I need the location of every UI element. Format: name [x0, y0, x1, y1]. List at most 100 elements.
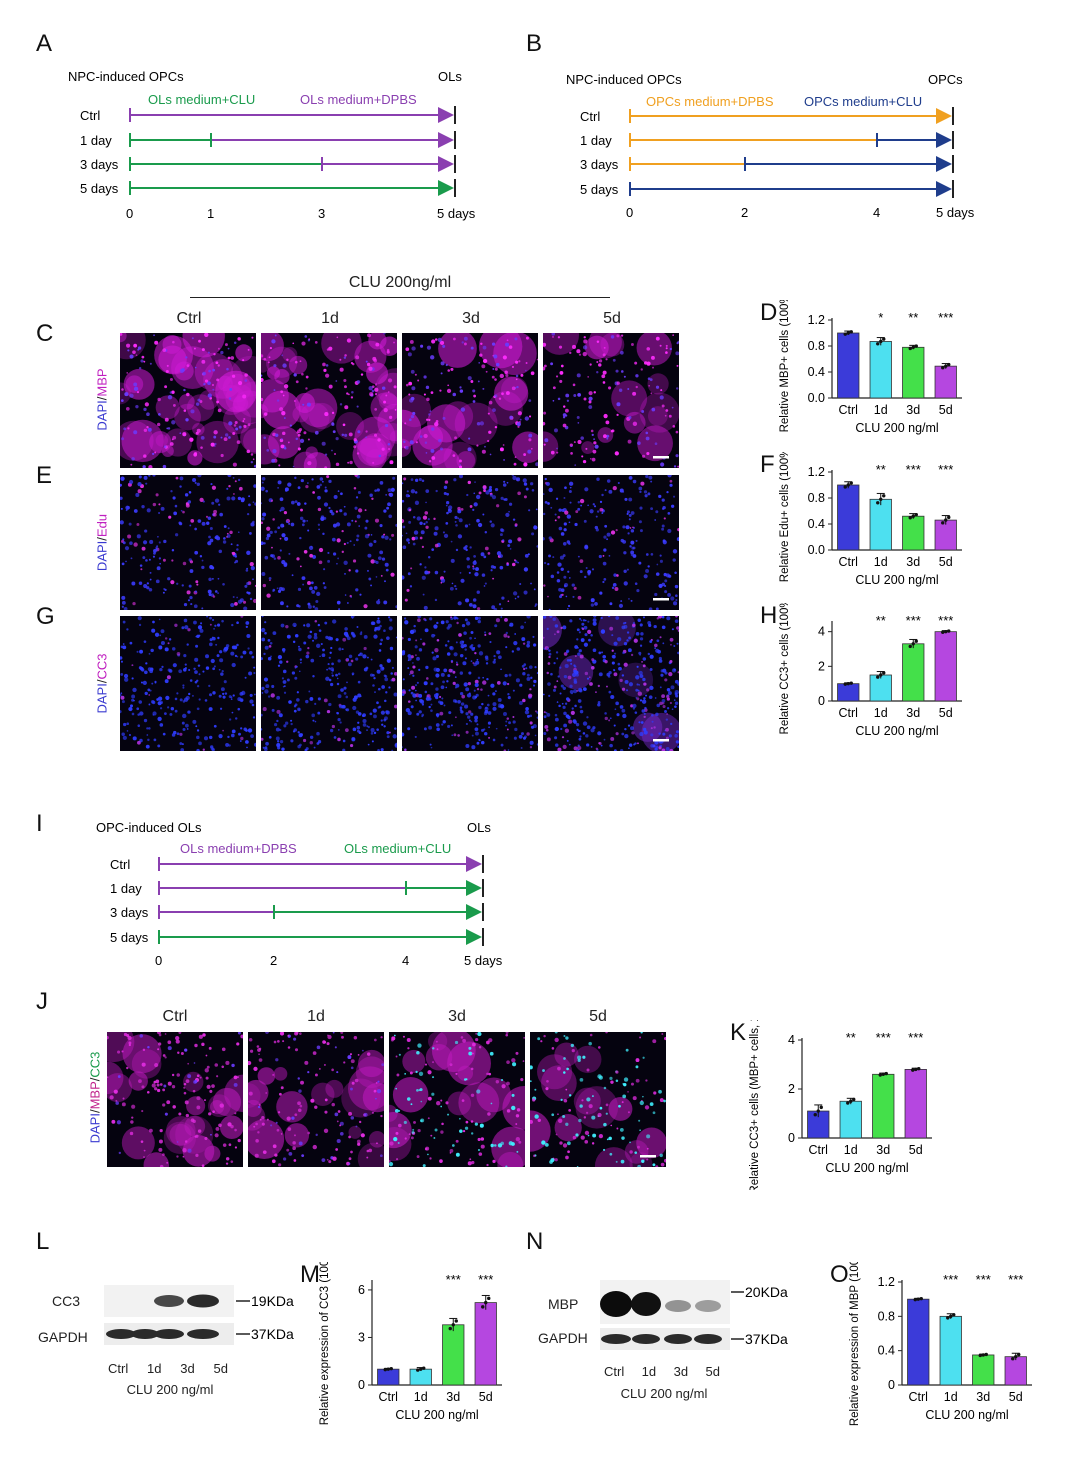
- bar-ctrl: [837, 332, 860, 399]
- bar-3d: [872, 1073, 895, 1139]
- panel-letter-e: E: [36, 462, 53, 489]
- data-point: [843, 485, 847, 489]
- j-column-header-3d: 3d: [448, 1008, 466, 1025]
- x-axis-label: CLU 200 ng/ml: [925, 1408, 1008, 1422]
- x-axis-label: CLU 200 ng/ml: [855, 573, 938, 587]
- blot-n-band-bottom-label: GAPDH: [538, 1330, 588, 1346]
- blot-n-lane: 5d: [705, 1364, 720, 1379]
- bar-1d: [869, 674, 892, 702]
- data-point: [419, 1367, 423, 1371]
- significance-mark: **: [876, 462, 886, 477]
- timeline-b-tick-5: 5 days: [936, 205, 975, 220]
- bar-chart-f: F Relative Edu+ cells (100%) 0.0 0.4 0.8 1.2 C…: [760, 452, 962, 587]
- micrograph-mbp-ctrl: [120, 333, 256, 468]
- blot-n-lane: 1d: [641, 1364, 657, 1379]
- y-tick-label: 0: [818, 694, 825, 708]
- data-point: [843, 682, 847, 686]
- timeline-a-row-5days: 5 days: [80, 181, 119, 196]
- data-point: [383, 1367, 387, 1372]
- micrograph-j-3d: [389, 1032, 525, 1167]
- micrograph-mbp-3d: [402, 333, 538, 468]
- bar-3d: [902, 643, 925, 702]
- y-tick-label: 0.8: [808, 339, 825, 353]
- y-tick-label: 0: [358, 1378, 365, 1392]
- timeline-i-row-ctrl: Ctrl: [110, 857, 130, 872]
- timeline-a-tick-0: 0: [126, 206, 133, 221]
- x-tick-label: 3d: [906, 555, 920, 569]
- panel-letter-o: O: [830, 1262, 849, 1288]
- blot-l-xlabel: CLU 200 ng/ml: [126, 1382, 214, 1397]
- data-point: [941, 366, 945, 370]
- bar-chart-o: O Relative expression of MBP (100%) 0 0.4 0.…: [830, 1262, 1032, 1426]
- data-point: [1011, 1357, 1015, 1361]
- data-point: [487, 1296, 491, 1301]
- data-point: [852, 1097, 856, 1102]
- data-point: [849, 330, 853, 334]
- x-tick-label: 5d: [909, 1143, 923, 1157]
- bar-ctrl: [837, 683, 860, 702]
- data-point: [947, 629, 951, 633]
- bar-chart-k: K Relative CC3+ cells (MBP+ cells, 100%) 0…: [730, 1020, 932, 1190]
- data-point: [849, 1099, 853, 1103]
- significance-mark: ***: [938, 310, 953, 325]
- data-point: [481, 1305, 485, 1309]
- data-point: [879, 497, 883, 501]
- bar-5d: [934, 631, 957, 702]
- timeline-i-row-5days: 5 days: [110, 930, 149, 945]
- bar-ctrl: [837, 484, 860, 551]
- data-point: [941, 630, 945, 634]
- data-point: [816, 1109, 820, 1113]
- panel-letter-i: I: [36, 810, 43, 837]
- y-tick-label: 0.0: [808, 391, 825, 405]
- data-point: [881, 1072, 885, 1076]
- significance-mark: ***: [943, 1272, 958, 1287]
- treatment-header-rule: [190, 297, 610, 298]
- data-point: [1014, 1354, 1018, 1359]
- micrograph-cc3-3d: [402, 616, 538, 751]
- bar-3d: [972, 1354, 995, 1386]
- micrograph-cc3-ctrl: [120, 616, 256, 751]
- bar-5d: [474, 1302, 497, 1386]
- timeline-i-start-label: OPC-induced OLs: [96, 820, 202, 835]
- timeline-a-end-label: OLs: [438, 69, 462, 84]
- data-point: [876, 342, 880, 346]
- blot-n-band-top-label: MBP: [548, 1296, 579, 1312]
- blot-l-lane: 5d: [213, 1361, 228, 1376]
- data-point: [849, 481, 853, 485]
- micrograph-cc3-5d: [543, 616, 679, 751]
- data-point: [451, 1323, 455, 1327]
- timeline-b-seg-label-1: OPCs medium+DPBS: [646, 94, 774, 109]
- data-point: [911, 514, 915, 518]
- data-point: [941, 521, 945, 525]
- timeline-a-row-3days: 3 days: [80, 157, 119, 172]
- bar-chart-m: M Relative expression of CC3 (100%) 0 3 6 Ctr…: [300, 1262, 502, 1425]
- timeline-b-row-1day: 1 day: [580, 133, 612, 148]
- j-column-header-ctrl: Ctrl: [162, 1008, 188, 1025]
- x-tick-label: Ctrl: [809, 1143, 828, 1157]
- timeline-i-tick-5: 5 days: [464, 953, 503, 968]
- bar-1d: [939, 1315, 962, 1386]
- blot-n-lane: 3d: [673, 1364, 689, 1379]
- bar-1d: [839, 1100, 862, 1139]
- timeline-i-tick-4: 4: [402, 953, 409, 968]
- data-point: [884, 1071, 888, 1076]
- significance-mark: ***: [938, 462, 953, 477]
- timeline-a-tick-5: 5 days: [437, 206, 476, 221]
- data-point: [911, 1068, 915, 1072]
- column-header-ctrl: Ctrl: [176, 310, 202, 327]
- y-tick-label: 0.0: [808, 543, 825, 557]
- significance-mark: ***: [938, 613, 953, 628]
- significance-mark: ***: [906, 462, 921, 477]
- j-column-header-5d: 5d: [589, 1008, 607, 1025]
- blot-l-lane: Ctrl: [108, 1361, 129, 1376]
- y-tick-label: 3: [358, 1330, 365, 1344]
- blot-l-image: 19KDa 37KDa: [104, 1285, 294, 1345]
- blot-l-kda-bottom: 37KDa: [251, 1326, 294, 1342]
- stain-label-e: DAPI/Edu: [94, 513, 110, 572]
- timeline-i: OPC-induced OLs OLs OLs medium+DPBS OLs …: [96, 820, 503, 968]
- significance-mark: **: [876, 613, 886, 628]
- x-tick-label: 1d: [874, 555, 888, 569]
- significance-mark: ***: [478, 1272, 493, 1287]
- x-tick-label: Ctrl: [839, 555, 858, 569]
- blot-n-kda-top: 20KDa: [745, 1284, 788, 1300]
